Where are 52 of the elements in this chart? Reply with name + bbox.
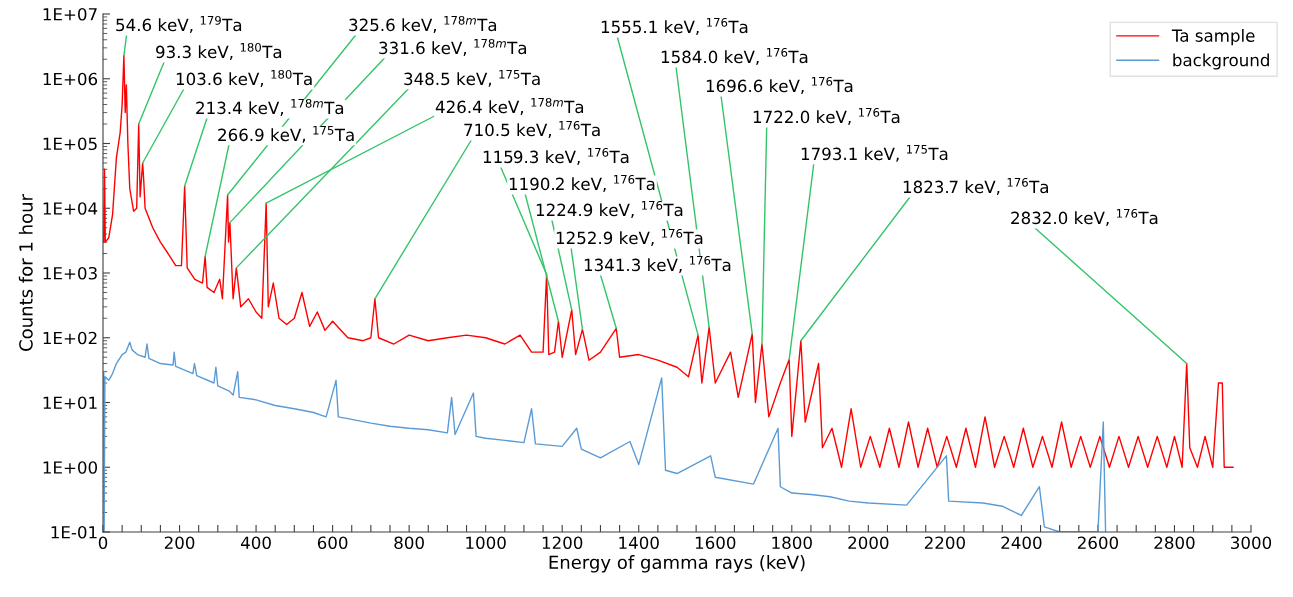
y-tick-label: 1E+02 xyxy=(43,331,97,345)
annotation: 325.6 keV, $^{178m}$Ta xyxy=(349,15,497,33)
y-tick-label: 1E+05 xyxy=(43,137,97,151)
y-tick-label: 1E+04 xyxy=(43,202,98,215)
annotation: 426.4 keV, $^{178m}$Ta xyxy=(435,97,584,115)
x-tick-label: 2000 xyxy=(848,536,889,550)
x-tick-label: 1600 xyxy=(695,536,736,550)
x-tick-label: 2800 xyxy=(1154,536,1195,550)
x-tick-label: 800 xyxy=(394,536,424,550)
annotation: 1341.3 keV, $^{176}$Ta xyxy=(584,255,731,273)
y-axis-title: Counts for 1 hour xyxy=(18,194,33,351)
y-tick-label: 1E+00 xyxy=(43,461,98,474)
annotation: 1584.0 keV, $^{176}$Ta xyxy=(661,47,808,65)
x-tick-label: 3000 xyxy=(1231,536,1272,550)
annotation: 1555.1 keV, $^{176}$Ta xyxy=(601,17,748,35)
y-tick-label: 1E+01 xyxy=(43,396,97,410)
legend-label: Ta sample xyxy=(1171,29,1255,46)
annotation: 1224.9 keV, $^{176}$Ta xyxy=(536,200,683,218)
annotation: 1793.1 keV, $^{175}$Ta xyxy=(801,145,948,162)
y-tick-label: 1E-01 xyxy=(51,525,97,539)
x-tick-label: 1400 xyxy=(619,536,659,550)
annotation: 266.9 keV, $^{175}$Ta xyxy=(218,126,354,143)
y-tick-label: 1E+07 xyxy=(43,7,97,21)
annotation: 54.6 keV, $^{179}$Ta xyxy=(116,15,242,33)
annotation: 1190.2 keV, $^{176}$Ta xyxy=(509,174,655,192)
annotation: 348.5 keV, $^{175}$Ta xyxy=(404,70,540,87)
annotation: 103.6 keV, $^{180}$Ta xyxy=(176,69,312,87)
x-tick-label: 1200 xyxy=(542,536,583,550)
annotation: 710.5 keV, $^{176}$Ta xyxy=(464,120,600,138)
annotation: 213.4 keV, $^{178m}$Ta xyxy=(196,98,344,116)
x-tick-label: 1800 xyxy=(772,536,812,550)
line-series xyxy=(103,341,1107,532)
x-tick-label: 2200 xyxy=(924,536,965,550)
x-tick-label: 600 xyxy=(317,536,348,550)
annotation: 1696.6 keV, $^{176}$Ta xyxy=(706,76,853,94)
annotation: 1823.7 keV, $^{176}$Ta xyxy=(903,177,1048,195)
y-tick-label: 1E+03 xyxy=(43,266,97,280)
x-tick-label: 400 xyxy=(240,536,271,550)
x-tick-label: 200 xyxy=(164,536,195,550)
annotation: 2832.0 keV, $^{176}$Ta xyxy=(1011,208,1158,226)
x-axis-title: Energy of gamma rays (keV) xyxy=(549,555,805,573)
annotation: 1159.3 keV, $^{176}$Ta xyxy=(483,147,629,165)
x-tick-label: 2600 xyxy=(1077,536,1119,550)
legend-label: background xyxy=(1173,53,1269,70)
annotation: 1722.0 keV, $^{176}$Ta xyxy=(753,107,900,125)
x-tick-label: 1000 xyxy=(466,536,506,550)
annotation: 93.3 keV, $^{180}$Ta xyxy=(156,42,282,60)
x-tick-label: 0 xyxy=(98,536,108,550)
x-tick-label: 2400 xyxy=(1001,536,1042,550)
annotation: 331.6 keV, $^{178m}$Ta xyxy=(379,38,527,56)
y-tick-label: 1E+06 xyxy=(43,72,98,86)
annotation: 1252.9 keV, $^{176}$Ta xyxy=(556,228,703,246)
